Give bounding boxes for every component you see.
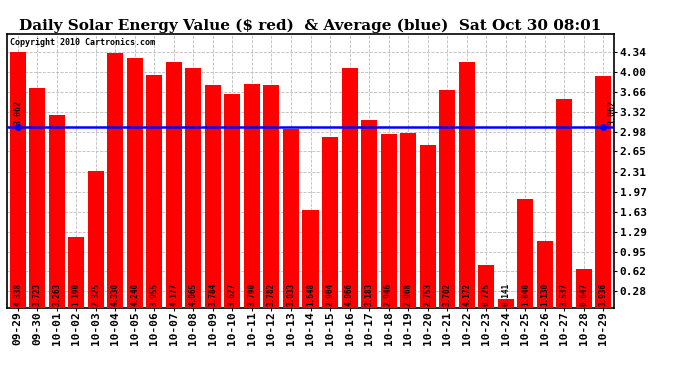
Text: 4.066: 4.066 — [345, 283, 354, 306]
Bar — [283, 129, 299, 308]
Bar — [400, 133, 416, 308]
Text: 3.627: 3.627 — [228, 283, 237, 306]
Text: 3.702: 3.702 — [443, 283, 452, 306]
Text: Copyright 2010 Cartronics.com: Copyright 2010 Cartronics.com — [10, 38, 155, 47]
Bar — [127, 58, 143, 308]
Text: 0.647: 0.647 — [580, 283, 589, 306]
Bar — [537, 241, 553, 308]
Bar — [381, 134, 397, 308]
Text: 3.062: 3.062 — [608, 100, 617, 125]
Text: 3.790: 3.790 — [248, 283, 257, 306]
Text: 4.177: 4.177 — [169, 283, 178, 306]
Text: 3.537: 3.537 — [560, 283, 569, 306]
Bar — [49, 116, 65, 308]
Bar — [459, 62, 475, 308]
Text: 1.130: 1.130 — [540, 283, 549, 306]
Text: 3.936: 3.936 — [599, 283, 608, 306]
Bar — [302, 210, 319, 308]
Bar — [10, 52, 26, 308]
Text: 0.725: 0.725 — [482, 283, 491, 306]
Text: 4.338: 4.338 — [13, 283, 22, 306]
Text: 2.904: 2.904 — [326, 283, 335, 306]
Text: 3.183: 3.183 — [364, 283, 373, 306]
Text: 3.263: 3.263 — [52, 283, 61, 306]
Bar — [518, 199, 533, 308]
Bar — [107, 53, 124, 308]
Text: 4.330: 4.330 — [111, 283, 120, 306]
Text: 3.782: 3.782 — [267, 283, 276, 306]
Bar — [205, 85, 221, 308]
Bar — [68, 237, 84, 308]
Bar — [186, 68, 201, 308]
Bar — [88, 171, 103, 308]
Bar — [439, 90, 455, 308]
Bar — [497, 299, 514, 307]
Text: 4.172: 4.172 — [462, 283, 471, 306]
Text: 3.062: 3.062 — [13, 100, 22, 125]
Bar — [576, 269, 592, 308]
Text: 2.753: 2.753 — [423, 283, 432, 306]
Bar — [361, 120, 377, 308]
Text: 0.141: 0.141 — [501, 283, 510, 306]
Text: 3.723: 3.723 — [32, 283, 41, 306]
Text: 4.240: 4.240 — [130, 283, 139, 306]
Bar — [478, 265, 494, 308]
Bar — [146, 75, 162, 308]
Bar — [244, 84, 260, 308]
Bar — [342, 68, 357, 308]
Text: 1.840: 1.840 — [521, 283, 530, 306]
Text: 3.955: 3.955 — [150, 283, 159, 306]
Bar — [264, 85, 279, 308]
Text: 2.325: 2.325 — [91, 283, 100, 306]
Text: 1.190: 1.190 — [72, 283, 81, 306]
Bar — [556, 99, 572, 308]
Bar — [166, 62, 182, 308]
Text: 4.065: 4.065 — [189, 283, 198, 306]
Bar — [420, 146, 435, 308]
Title: Daily Solar Energy Value ($ red)  & Average (blue)  Sat Oct 30 08:01: Daily Solar Energy Value ($ red) & Avera… — [19, 18, 602, 33]
Text: 2.968: 2.968 — [404, 283, 413, 306]
Bar — [322, 136, 338, 308]
Text: 3.784: 3.784 — [208, 283, 217, 306]
Bar — [595, 76, 611, 307]
Text: 1.648: 1.648 — [306, 283, 315, 306]
Bar — [224, 94, 240, 308]
Text: 3.033: 3.033 — [286, 283, 295, 306]
Text: 2.946: 2.946 — [384, 283, 393, 306]
Bar — [29, 88, 45, 308]
